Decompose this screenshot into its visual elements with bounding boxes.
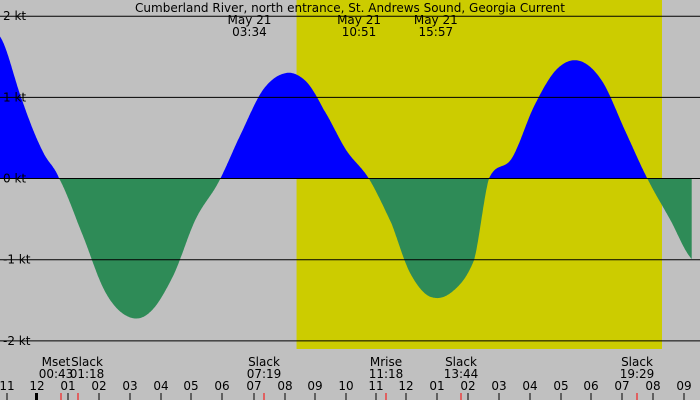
event-time: 00:43 xyxy=(39,367,74,381)
x-tick-label: 07 xyxy=(614,379,629,393)
x-tick-label: 04 xyxy=(153,379,168,393)
x-tick-label: 05 xyxy=(183,379,198,393)
chart-title: Cumberland River, north entrance, St. An… xyxy=(135,1,565,15)
y-tick-label: 1 kt xyxy=(3,90,26,104)
event-label: Slack xyxy=(621,355,653,369)
y-tick-label: -1 kt xyxy=(3,253,31,267)
x-tick-label: 11 xyxy=(0,379,15,393)
x-tick-label: 06 xyxy=(583,379,598,393)
event-label: Slack xyxy=(248,355,280,369)
event-time: 07:19 xyxy=(247,367,282,381)
event-label: Slack xyxy=(445,355,477,369)
event-time: 13:44 xyxy=(444,367,479,381)
x-tick-label: 09 xyxy=(307,379,322,393)
x-tick-label: 09 xyxy=(676,379,691,393)
x-tick-label: 06 xyxy=(214,379,229,393)
x-axis: 11 12 01 02 03 04 05 06 07 08 09 10 11 12 01 02 03 04 05 06… xyxy=(0,379,692,400)
x-tick-label: 03 xyxy=(122,379,137,393)
event-time: 01:18 xyxy=(70,367,105,381)
x-tick-label: 01 xyxy=(60,379,75,393)
flood-current-area xyxy=(0,36,692,179)
y-tick-label: 0 kt xyxy=(3,172,26,186)
x-tick-label: 10 xyxy=(338,379,353,393)
midnight-marker xyxy=(35,393,38,400)
x-tick-label: 02 xyxy=(460,379,475,393)
event-label: Mset xyxy=(42,355,71,369)
event-time: 11:18 xyxy=(369,367,404,381)
event-label: Slack xyxy=(71,355,103,369)
x-tick-label: 01 xyxy=(429,379,444,393)
event-time: 19:29 xyxy=(620,367,655,381)
annotation-time: 15:57 xyxy=(419,25,454,39)
annotation-time: 10:51 xyxy=(342,25,377,39)
event-label: Mrise xyxy=(370,355,402,369)
x-tick-label: 07 xyxy=(246,379,261,393)
x-tick-label: 03 xyxy=(491,379,506,393)
y-tick-label: 2 kt xyxy=(3,9,26,23)
x-tick-label: 04 xyxy=(522,379,537,393)
grid-lines xyxy=(0,15,700,342)
y-axis-labels: 2 kt 1 kt 0 kt -1 kt -2 kt xyxy=(3,9,31,348)
x-tick-label: 11 xyxy=(368,379,383,393)
annotation-date: May 21 xyxy=(337,13,381,27)
x-tick-label: 12 xyxy=(398,379,413,393)
x-tick-label: 12 xyxy=(29,379,44,393)
annotation-date: May 21 xyxy=(414,13,458,27)
x-tick-label: 05 xyxy=(553,379,568,393)
x-tick-label: 08 xyxy=(645,379,660,393)
annotation-time: 03:34 xyxy=(232,25,267,39)
ebb-current-area xyxy=(0,178,692,319)
annotation-date: May 21 xyxy=(227,13,271,27)
x-tick-label: 02 xyxy=(91,379,106,393)
y-tick-label: -2 kt xyxy=(3,334,31,348)
x-tick-label: 08 xyxy=(277,379,292,393)
